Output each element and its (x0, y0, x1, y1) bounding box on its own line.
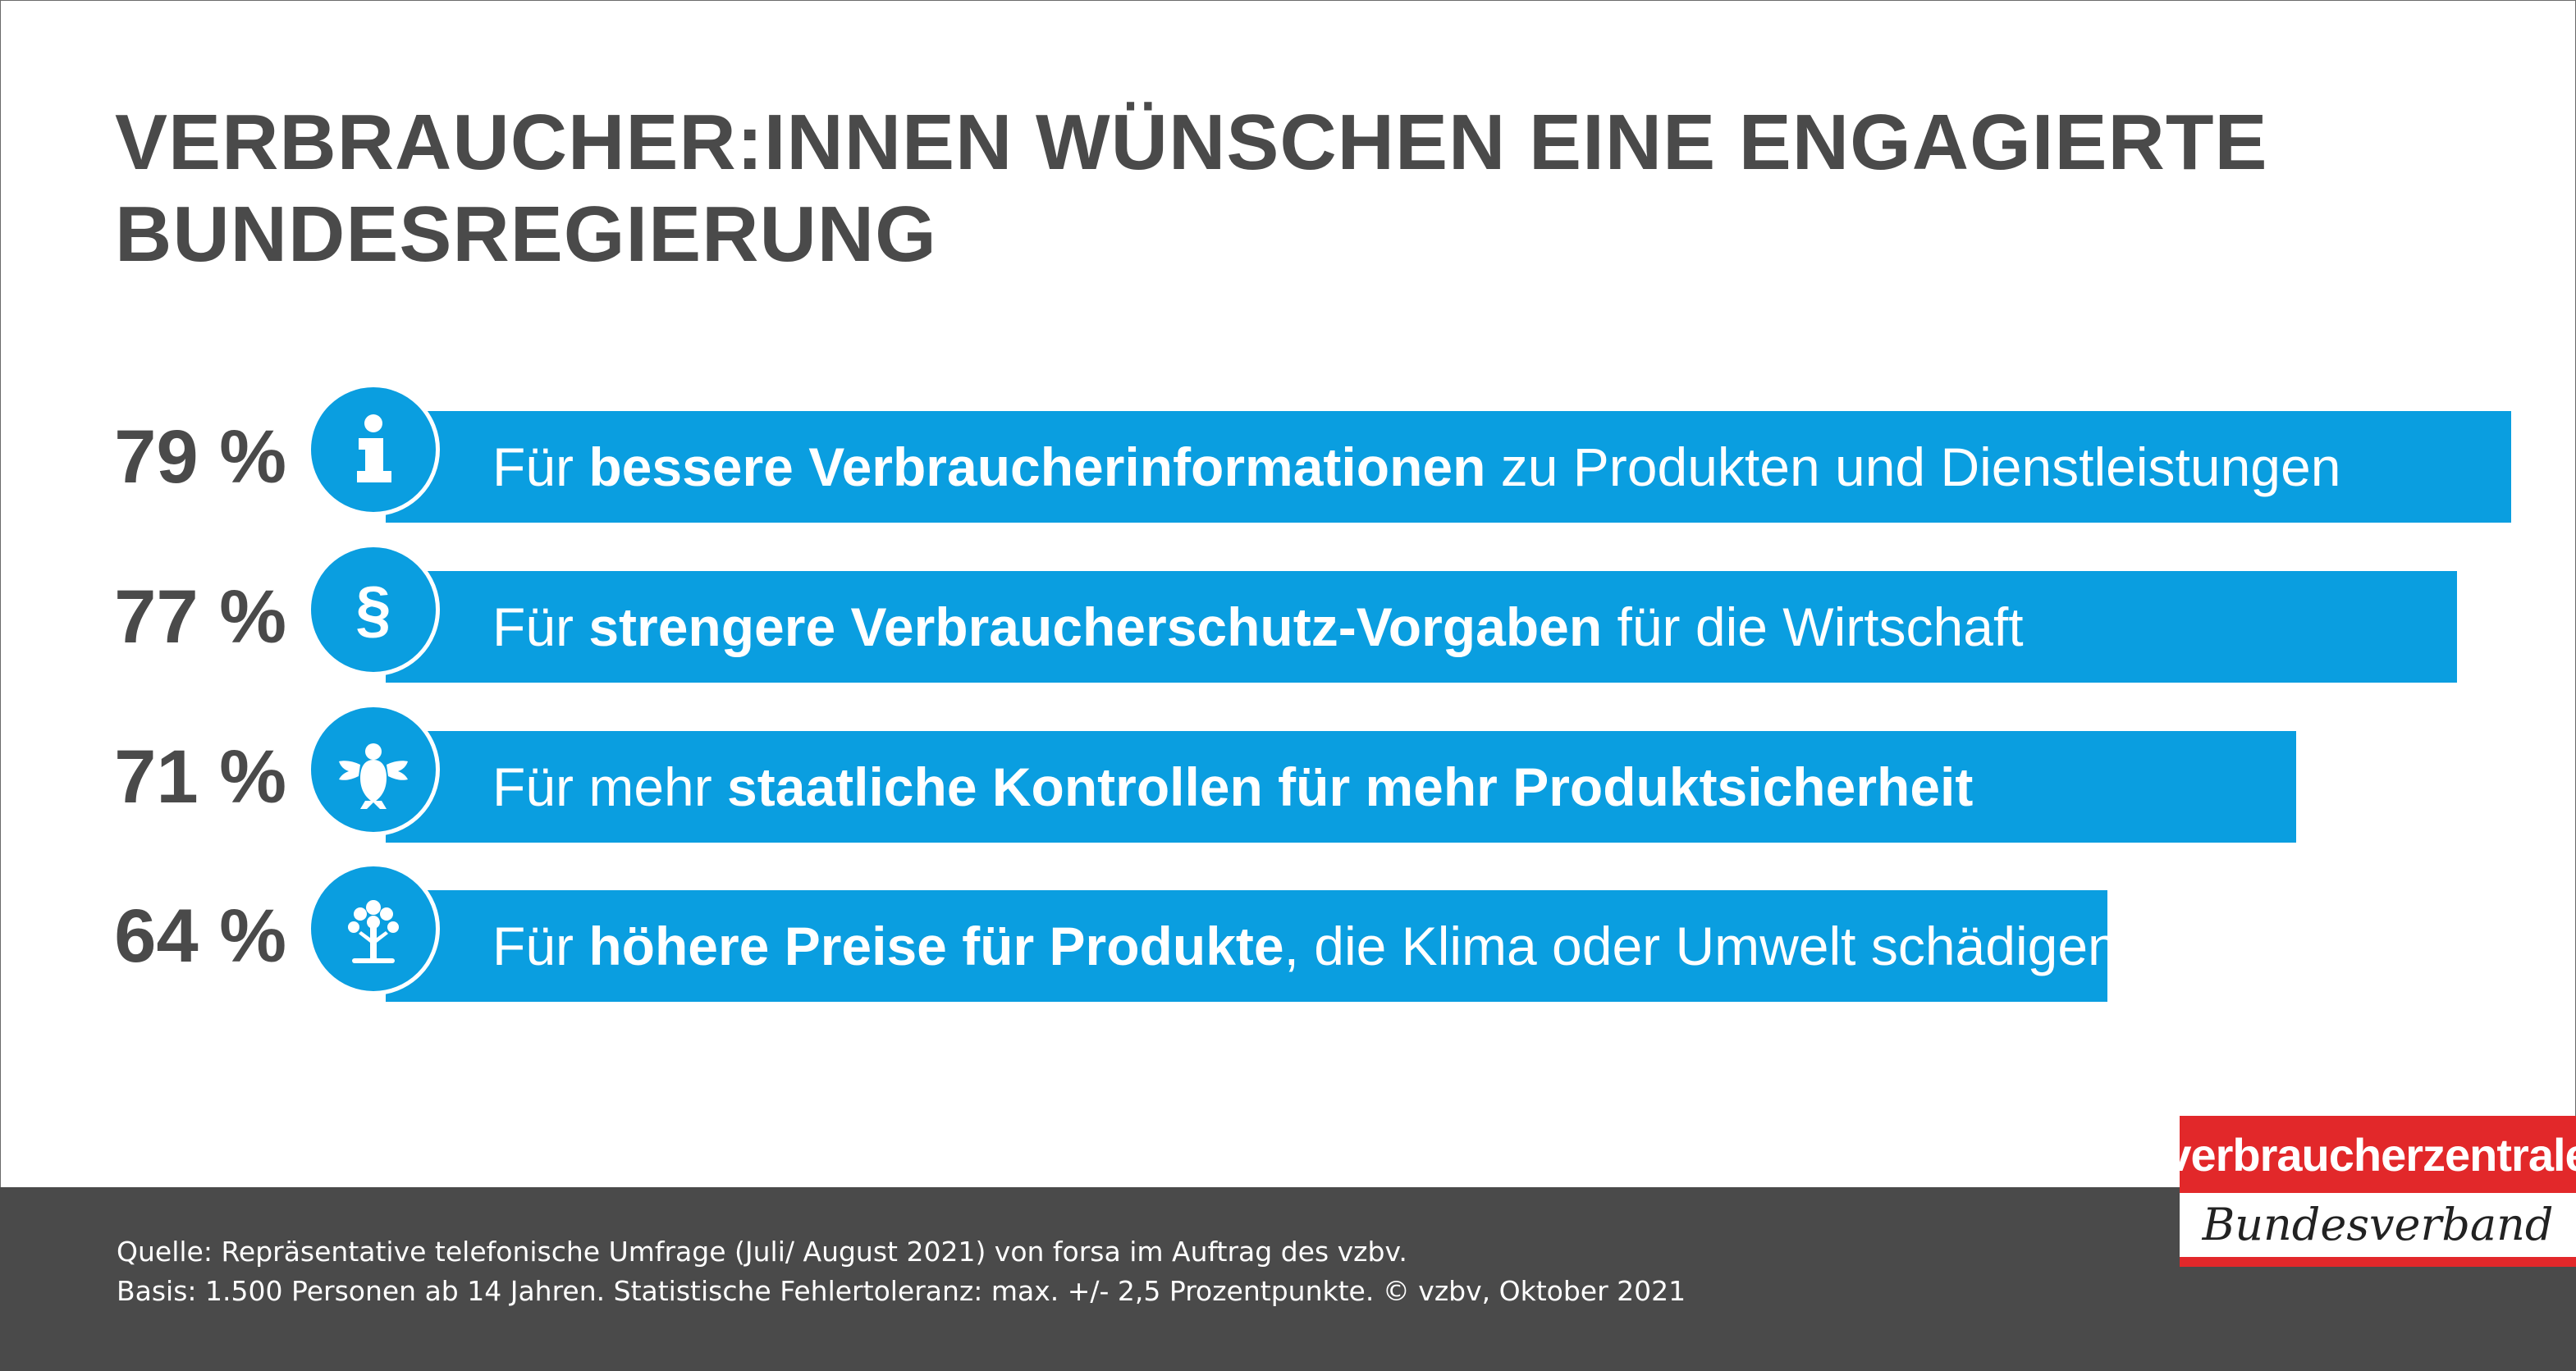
bar-label-normal: für die Wirtschaft (1602, 596, 2024, 657)
source-line-2: Basis: 1.500 Personen ab 14 Jahren. Stat… (117, 1275, 1686, 1307)
bar-row: Für mehr staatliche Kontrollen für mehr … (0, 703, 2576, 851)
bar-label: Für bessere Verbraucherinformationen zu … (492, 411, 2340, 523)
title-line-2: BUNDESREGIERUNG (115, 190, 937, 278)
logo-stripe (2180, 1257, 2576, 1267)
bar (386, 890, 2107, 1002)
bar-label-normal: Für (492, 436, 589, 497)
bar-label-bold: staatliche Kontrollen für mehr Produktsi… (727, 756, 1974, 817)
bar-label-normal: Für (492, 596, 589, 657)
percent-label: 71 % (114, 735, 286, 819)
chart-title: VERBRAUCHER:INNEN WÜNSCHEN EINE ENGAGIER… (115, 97, 2268, 281)
bar-label-normal: , die Klima oder Umwelt schädigen (1283, 916, 2118, 976)
info-icon (307, 383, 440, 516)
svg-text:§: § (355, 573, 391, 645)
bar-label-normal: Für (492, 916, 589, 976)
bar-label: Für höhere Preise für Produkte, die Klim… (492, 890, 2118, 1002)
bar-label-bold: höhere Preise für Produkte (588, 916, 1284, 976)
bar (386, 731, 2296, 843)
percent-label: 64 % (114, 894, 286, 978)
bar-label-bold: strengere Verbraucherschutz-Vorgaben (588, 596, 1603, 657)
vzbv-logo: verbraucherzentrale Bundesverband (2166, 1116, 2576, 1267)
bar-label-normal: Für mehr (492, 756, 728, 817)
bar-label: Für strengere Verbraucherschutz-Vorgaben… (492, 571, 2024, 683)
bar-label-normal: zu Produkten und Dienstleistungen (1485, 436, 2341, 497)
bar-row: Für bessere Verbraucherinformationen zu … (0, 383, 2576, 531)
bar-row: Für strengere Verbraucherschutz-Vorgaben… (0, 543, 2576, 691)
paragraph-icon: § (307, 543, 440, 676)
logo-wordmark: verbraucherzentrale (2166, 1116, 2576, 1193)
percent-label: 77 % (114, 575, 286, 659)
percent-label: 79 % (114, 415, 286, 499)
tree-icon (307, 862, 440, 995)
title-line-1: VERBRAUCHER:INNEN WÜNSCHEN EINE ENGAGIER… (115, 98, 2268, 186)
bar-label: Für mehr staatliche Kontrollen für mehr … (492, 731, 1973, 843)
logo-subtitle: Bundesverband (2202, 1198, 2554, 1250)
bar (386, 571, 2457, 683)
bar-label-bold: bessere Verbraucherinformationen (588, 436, 1486, 497)
source-note: Quelle: Repräsentative telefonische Umfr… (117, 1232, 1686, 1311)
footer (0, 1187, 2576, 1371)
bar-row: Für höhere Preise für Produkte, die Klim… (0, 862, 2576, 1010)
source-line-1: Quelle: Repräsentative telefonische Umfr… (117, 1236, 1407, 1268)
federal-eagle-icon (307, 703, 440, 836)
bar (386, 411, 2511, 523)
